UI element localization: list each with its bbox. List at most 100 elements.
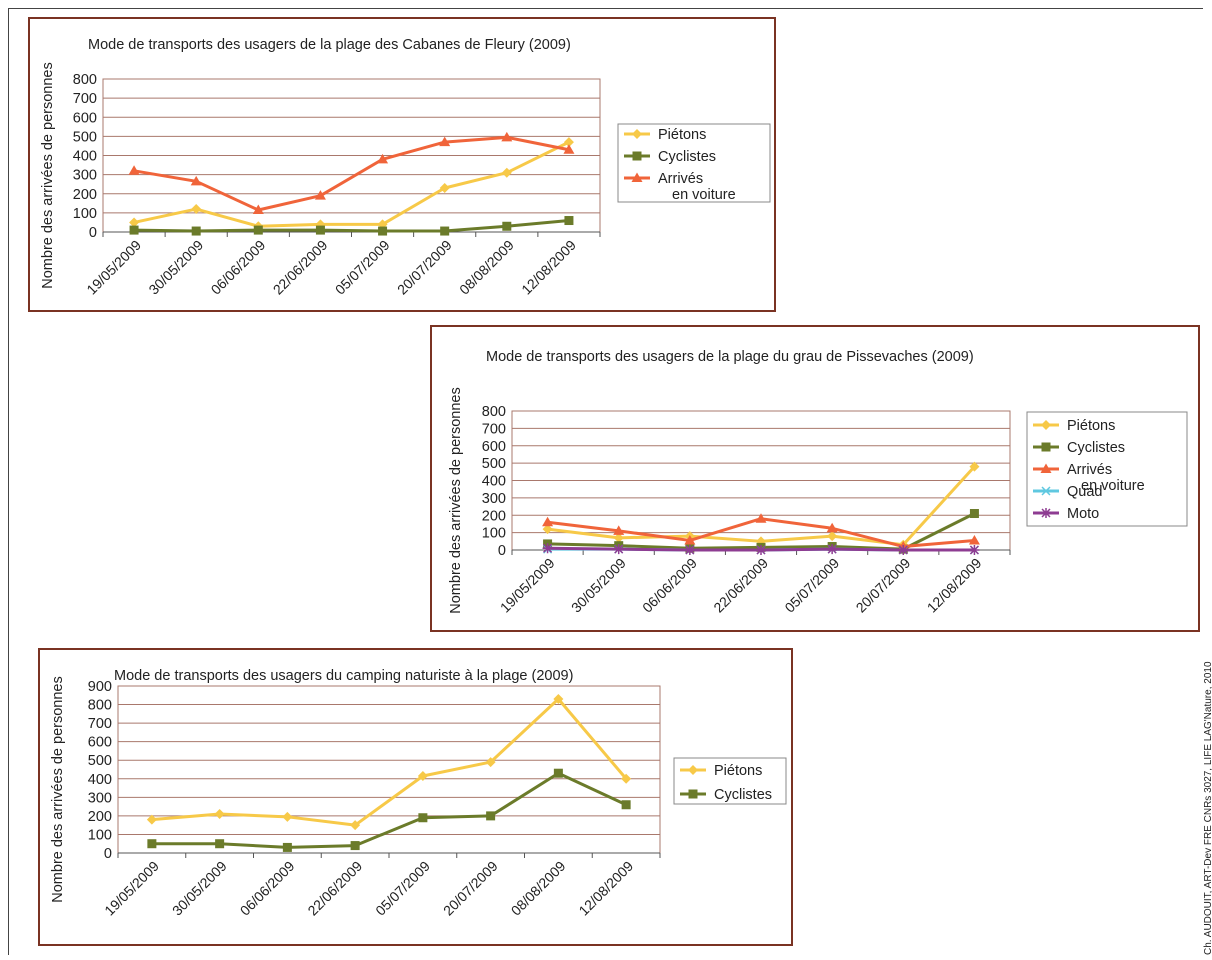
data-point <box>215 839 225 849</box>
data-point <box>501 167 512 178</box>
data-point <box>969 545 980 555</box>
data-point <box>191 204 202 215</box>
y-tick-label: 800 <box>73 72 97 88</box>
legend-marker <box>632 129 642 139</box>
x-tick-label: 05/07/2009 <box>781 555 842 616</box>
data-point <box>755 513 767 523</box>
legend-label-line: en voiture <box>672 187 736 203</box>
data-point <box>502 221 512 231</box>
data-point <box>314 190 326 200</box>
x-tick-label: 19/05/2009 <box>101 858 162 919</box>
data-point <box>129 217 140 228</box>
data-point <box>129 225 139 235</box>
legend-label: Moto <box>1067 506 1099 522</box>
x-tick-label: 20/07/2009 <box>394 237 455 298</box>
legend-label: Cyclistes <box>1067 440 1125 456</box>
series-2 <box>129 216 574 236</box>
data-point <box>214 809 225 820</box>
legend-marker <box>688 765 698 775</box>
data-point <box>827 531 838 542</box>
data-point <box>315 225 325 235</box>
series-2 <box>147 768 631 852</box>
data-point <box>485 757 496 768</box>
legend-marker <box>1041 508 1051 518</box>
legend-marker <box>632 151 642 161</box>
data-point <box>542 516 554 527</box>
chart-panel-cabanes-de-fleury: Mode de transports des usagers de la pla… <box>28 17 776 312</box>
legend-label: Quad <box>1067 484 1102 500</box>
chart-panel-grau-de-pissevaches: Mode de transports des usagers de la pla… <box>430 325 1200 632</box>
data-point <box>969 509 979 519</box>
y-tick-label: 200 <box>73 187 97 203</box>
y-tick-label: 700 <box>482 421 506 437</box>
legend-marker <box>1041 486 1051 496</box>
x-tick-label: 30/05/2009 <box>169 858 230 919</box>
legend-label: Cyclistes <box>714 787 772 803</box>
series-3 <box>128 131 575 215</box>
x-tick-label: 08/08/2009 <box>456 237 517 298</box>
y-tick-label: 0 <box>498 543 506 559</box>
legend-marker <box>1041 442 1051 452</box>
x-tick-label: 19/05/2009 <box>83 237 144 298</box>
x-tick-label: 06/06/2009 <box>208 237 269 298</box>
chart-title: Mode de transports des usagers de la pla… <box>88 37 571 53</box>
y-tick-label: 700 <box>73 91 97 107</box>
y-tick-label: 400 <box>88 772 112 788</box>
x-tick-label: 06/06/2009 <box>237 858 298 919</box>
data-point <box>553 768 563 778</box>
data-point <box>563 137 574 148</box>
series-5 <box>542 543 980 555</box>
data-point <box>684 545 695 555</box>
y-tick-label: 100 <box>482 526 506 542</box>
legend-marker <box>688 789 698 799</box>
y-tick-label: 0 <box>89 225 97 241</box>
x-tick-label: 19/05/2009 <box>497 555 558 616</box>
x-tick-label: 05/07/2009 <box>372 858 433 919</box>
y-tick-label: 200 <box>88 809 112 825</box>
y-tick-label: 800 <box>88 698 112 714</box>
y-tick-label: 700 <box>88 716 112 732</box>
data-point <box>621 773 632 784</box>
data-point <box>440 226 450 236</box>
data-point <box>564 216 574 226</box>
page-frame <box>8 8 1203 955</box>
data-point <box>128 165 140 175</box>
y-tick-label: 300 <box>482 491 506 507</box>
series-line <box>151 697 628 827</box>
data-point <box>613 544 624 555</box>
legend-label: Piétons <box>714 763 762 779</box>
legend-label-line: Arrivés <box>658 171 703 187</box>
legend-label: Piétons <box>1067 418 1115 434</box>
data-point <box>282 811 293 822</box>
x-tick-label: 30/05/2009 <box>145 237 206 298</box>
y-tick-label: 800 <box>482 404 506 420</box>
credit-text: Ch. AUDOUIT, ART-Dev FRE CNRs 3027, LIFE… <box>1203 661 1212 955</box>
chart-svg-grau-de-pissevaches: Mode de transports des usagers de la pla… <box>448 349 1188 616</box>
legend-label: Cyclistes <box>658 149 716 165</box>
chart-title: Mode de transports des usagers de la pla… <box>486 349 974 365</box>
data-point <box>756 545 766 555</box>
data-point <box>898 545 909 555</box>
data-point <box>621 800 631 810</box>
data-point <box>613 525 625 535</box>
y-tick-label: 400 <box>73 149 97 165</box>
legend-marker <box>1040 463 1052 473</box>
series-line <box>133 140 570 228</box>
series-line <box>151 771 627 849</box>
data-point <box>147 839 157 849</box>
series-line <box>134 219 570 233</box>
x-tick-label: 22/06/2009 <box>304 858 365 919</box>
y-tick-label: 200 <box>482 508 506 524</box>
series-1 <box>146 693 632 831</box>
plot-frame <box>117 685 661 854</box>
x-tick-label: 22/06/2009 <box>710 555 771 616</box>
y-tick-label: 100 <box>88 827 112 843</box>
data-point <box>969 461 980 472</box>
legend-label-line: en voiture <box>1081 478 1145 494</box>
series-1 <box>542 461 980 550</box>
y-tick-label: 100 <box>73 206 97 222</box>
chart-panel-camping-naturiste: Mode de transports des usagers du campin… <box>38 648 793 946</box>
data-point <box>350 841 360 851</box>
legend-marker <box>631 172 643 182</box>
legend-label-line: Arrivés <box>1067 462 1112 478</box>
